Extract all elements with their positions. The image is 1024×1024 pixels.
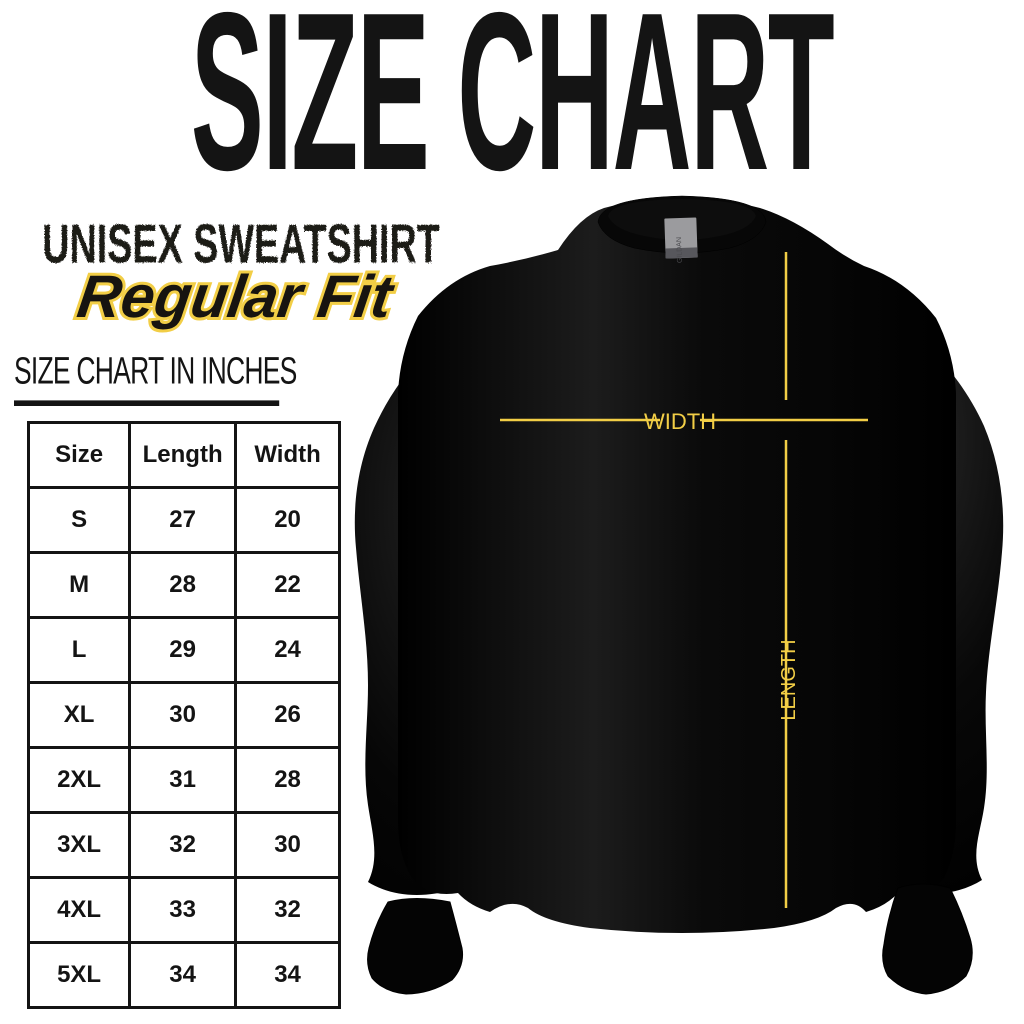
svg-text:WIDTH: WIDTH <box>644 409 716 434</box>
svg-text:LENGTH: LENGTH <box>778 639 800 720</box>
svg-text:GILDAN: GILDAN <box>676 237 684 263</box>
